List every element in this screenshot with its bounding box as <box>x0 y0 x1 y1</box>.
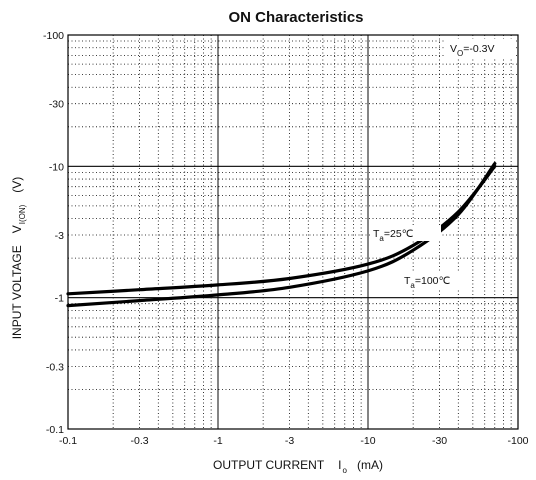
x-tick-label: -10 <box>360 435 375 447</box>
y-axis-label: INPUT VOLTAGEVI(ON)(V) <box>10 177 27 340</box>
series-label-25c: Ta=25℃ <box>371 225 441 243</box>
plot-frame <box>67 34 519 430</box>
y-tick-label: -1 <box>55 293 64 305</box>
svg-text:VO=-0.3V: VO=-0.3V <box>450 43 494 58</box>
x-tick-label: -100 <box>507 435 528 447</box>
y-tick-label: -0.1 <box>46 424 64 436</box>
series-lines <box>66 162 497 308</box>
series-label-100c: Ta=100℃ <box>402 272 464 290</box>
y-tick-label: -10 <box>49 161 64 173</box>
x-axis-label: OUTPUT CURRENT Io (mA) <box>213 458 383 475</box>
y-tick-label: -30 <box>49 99 64 111</box>
x-tick-label: -0.1 <box>59 435 77 447</box>
series-line-100c <box>66 162 497 308</box>
chart-title: ON Characteristics <box>228 9 363 26</box>
x-tick-label: -1 <box>213 435 222 447</box>
svg-text:Ta=100℃: Ta=100℃ <box>404 275 451 290</box>
x-tick-label: -3 <box>285 435 294 447</box>
x-tick-labels: -0.1 -0.3 -1 -3 -10 -30 -100 <box>59 435 529 447</box>
svg-text:Ta=25℃: Ta=25℃ <box>373 228 414 243</box>
y-tick-label: -0.3 <box>46 361 64 373</box>
y-tick-labels: -100 -30 -10 -3 -1 -0.3 -0.1 <box>43 30 64 436</box>
major-grid <box>67 34 519 430</box>
x-tick-label: -0.3 <box>131 435 149 447</box>
minor-grid <box>68 35 518 429</box>
series-line-25c <box>66 164 497 296</box>
y-tick-label: -100 <box>43 30 64 42</box>
x-tick-label: -30 <box>432 435 447 447</box>
condition-annotation: VO=-0.3V <box>445 39 515 58</box>
y-tick-label: -3 <box>55 230 64 242</box>
